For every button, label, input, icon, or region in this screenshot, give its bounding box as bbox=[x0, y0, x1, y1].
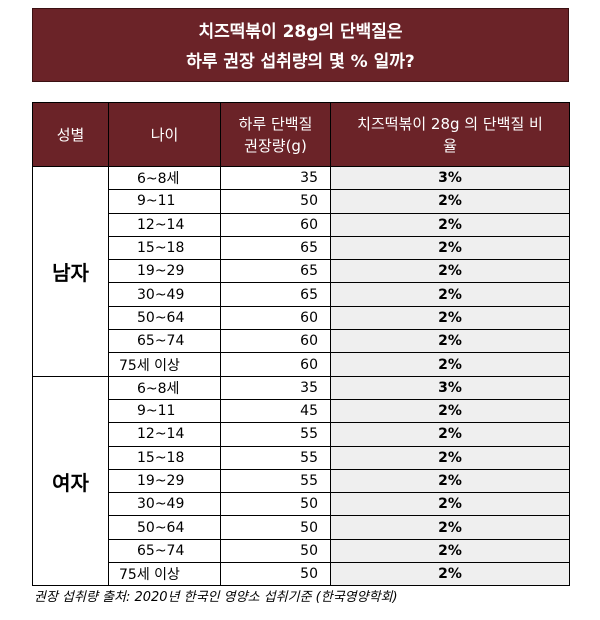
protein-cell: 45 bbox=[220, 398, 331, 424]
protein-cell: 65 bbox=[220, 259, 331, 284]
ratio-cell: 2% bbox=[330, 189, 570, 214]
age-cell: 50~64 bbox=[108, 305, 221, 331]
table-row: 19~29 55 2% bbox=[33, 468, 570, 494]
protein-cell: 50 bbox=[220, 492, 331, 517]
ratio-cell: 2% bbox=[330, 212, 570, 237]
age-cell: 15~18 bbox=[108, 235, 221, 261]
protein-cell: 55 bbox=[220, 468, 331, 494]
title-banner: 치즈떡볶이 28g의 단백질은 하루 권장 섭취량의 몇 % 일까? bbox=[32, 8, 569, 82]
title-line-2: 하루 권장 섭취량의 몇 % 일까? bbox=[186, 52, 415, 72]
age-cell: 12~14 bbox=[108, 422, 221, 447]
table-row: 30~49 50 2% bbox=[33, 492, 570, 517]
ratio-cell: 3% bbox=[330, 375, 570, 400]
protein-cell: 60 bbox=[220, 305, 331, 331]
age-cell: 65~74 bbox=[108, 538, 221, 564]
ratio-cell: 2% bbox=[330, 352, 570, 377]
age-cell: 30~49 bbox=[108, 282, 221, 307]
protein-cell: 60 bbox=[220, 352, 331, 377]
protein-cell: 50 bbox=[220, 538, 331, 564]
header-protein-line1: 하루 단백질 bbox=[238, 114, 313, 133]
protein-cell: 55 bbox=[220, 422, 331, 447]
gender-cell: 여자 bbox=[32, 375, 109, 587]
ratio-cell: 2% bbox=[330, 235, 570, 261]
protein-cell: 55 bbox=[220, 445, 331, 470]
table-row: 19~29 65 2% bbox=[33, 259, 570, 284]
table-row: 남자 6~8세 35 3% bbox=[32, 165, 570, 377]
protein-cell: 50 bbox=[220, 515, 331, 540]
gender-cell: 남자 bbox=[32, 166, 109, 377]
ratio-cell: 2% bbox=[330, 562, 570, 587]
table-row: 50~64 60 2% bbox=[33, 305, 570, 331]
table-row: 15~18 65 2% bbox=[33, 235, 570, 261]
table-row: 75세 이상 60 2% bbox=[33, 352, 570, 377]
table-row: 9~11 50 2% bbox=[33, 189, 570, 214]
ratio-cell: 2% bbox=[330, 515, 570, 540]
header-age: 나이 bbox=[108, 102, 221, 167]
age-cell: 30~49 bbox=[108, 492, 221, 517]
age-cell: 75세 이상 bbox=[108, 562, 221, 587]
ratio-cell: 2% bbox=[330, 282, 570, 307]
table-row: 12~14 60 2% bbox=[33, 212, 570, 237]
ratio-cell: 2% bbox=[330, 259, 570, 284]
ratio-cell: 3% bbox=[330, 165, 570, 191]
protein-cell: 60 bbox=[220, 212, 331, 237]
table-row: 30~49 65 2% bbox=[33, 282, 570, 307]
protein-table: 성별 나이 하루 단백질 권장량(g) 치즈떡볶이 28g 의 단백질 비 율 … bbox=[32, 102, 570, 587]
table-row: 65~74 60 2% bbox=[33, 329, 570, 354]
ratio-cell: 2% bbox=[330, 538, 570, 564]
table-row: 9~11 45 2% bbox=[33, 398, 570, 424]
table-row: 15~18 55 2% bbox=[33, 445, 570, 470]
age-cell: 15~18 bbox=[108, 445, 221, 470]
header-protein: 하루 단백질 권장량(g) bbox=[220, 102, 331, 167]
ratio-cell: 2% bbox=[330, 468, 570, 494]
age-cell: 12~14 bbox=[108, 212, 221, 237]
ratio-cell: 2% bbox=[330, 305, 570, 331]
header-row: 성별 나이 하루 단백질 권장량(g) 치즈떡볶이 28g 의 단백질 비 율 bbox=[32, 102, 570, 167]
table-row: 65~74 50 2% bbox=[33, 538, 570, 564]
ratio-cell: 2% bbox=[330, 492, 570, 517]
age-cell: 50~64 bbox=[108, 515, 221, 540]
age-cell: 9~11 bbox=[108, 398, 221, 424]
ratio-cell: 2% bbox=[330, 445, 570, 470]
table-row: 여자 6~8세 35 3% bbox=[32, 375, 570, 587]
age-cell: 6~8세 bbox=[108, 375, 221, 400]
protein-cell: 65 bbox=[220, 235, 331, 261]
age-cell: 75세 이상 bbox=[108, 352, 221, 377]
protein-cell: 50 bbox=[220, 189, 331, 214]
ratio-cell: 2% bbox=[330, 422, 570, 447]
age-cell: 19~29 bbox=[108, 259, 221, 284]
table-row: 12~14 55 2% bbox=[33, 422, 570, 447]
protein-cell: 60 bbox=[220, 329, 331, 354]
header-ratio-line1: 치즈떡볶이 28g 의 단백질 비 bbox=[357, 114, 543, 133]
protein-cell: 65 bbox=[220, 282, 331, 307]
age-cell: 9~11 bbox=[108, 189, 221, 214]
source-note: 권장 섭취량 출처: 2020년 한국인 영양소 섭취기준 (한국영양학회) bbox=[34, 590, 398, 605]
header-gender: 성별 bbox=[32, 102, 109, 167]
ratio-cell: 2% bbox=[330, 329, 570, 354]
table-row: 50~64 50 2% bbox=[33, 515, 570, 540]
table-row: 75세 이상 50 2% bbox=[33, 562, 570, 587]
header-ratio: 치즈떡볶이 28g 의 단백질 비 율 bbox=[330, 102, 570, 167]
age-cell: 65~74 bbox=[108, 329, 221, 354]
header-protein-line2: 권장량(g) bbox=[244, 136, 307, 155]
ratio-cell: 2% bbox=[330, 398, 570, 424]
header-ratio-line2: 율 bbox=[443, 136, 457, 155]
age-cell: 19~29 bbox=[108, 468, 221, 494]
title-line-1: 치즈떡볶이 28g의 단백질은 bbox=[198, 22, 403, 42]
protein-cell: 35 bbox=[220, 165, 331, 191]
age-cell: 6~8세 bbox=[108, 165, 221, 191]
protein-cell: 35 bbox=[220, 375, 331, 400]
protein-cell: 50 bbox=[220, 562, 331, 587]
